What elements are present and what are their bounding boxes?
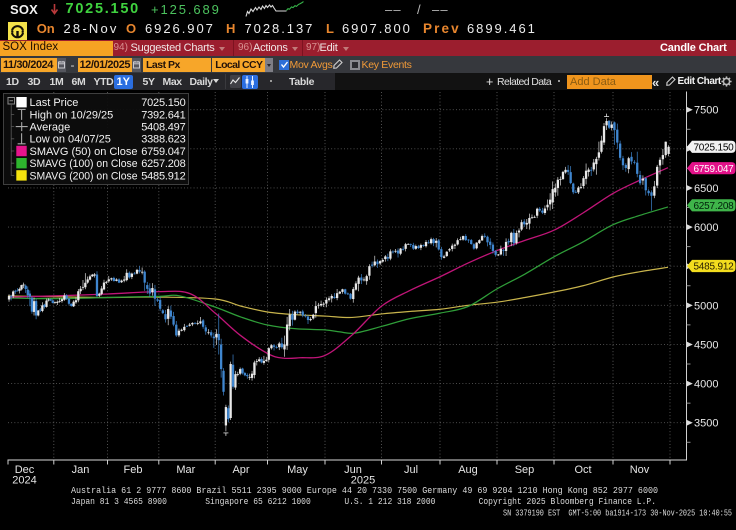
svg-text:6500: 6500 [694,183,718,195]
svg-text:Feb: Feb [124,464,143,476]
svg-text:SN 3379190 EST GMT-5:00 ba191: SN 3379190 EST GMT-5:00 ba1914-173 30-No… [503,508,732,518]
svg-text:Australia 61 2 9777 8600 Brazi: Australia 61 2 9777 8600 Brazil 5511 239… [71,486,658,496]
svg-text:4000: 4000 [694,379,718,391]
svg-text:Average: Average [30,122,71,134]
svg-text:6257.208: 6257.208 [141,158,185,170]
svg-text:SMAVG (200) on Close: SMAVG (200) on Close [30,170,138,182]
svg-text:SMAVG (50) on Close: SMAVG (50) on Close [30,146,138,158]
svg-text:Mar: Mar [176,464,195,476]
svg-text:6759.047: 6759.047 [693,164,734,175]
svg-text:Sep: Sep [515,464,535,476]
svg-text:Low on 04/07/25: Low on 04/07/25 [30,134,111,146]
svg-text:3500: 3500 [694,418,718,430]
svg-text:Jul: Jul [404,464,418,476]
svg-text:May: May [287,464,308,476]
svg-text:3388.623: 3388.623 [141,134,185,146]
svg-text:Apr: Apr [232,464,249,476]
svg-text:2025: 2025 [351,475,375,487]
svg-text:7500: 7500 [694,105,718,117]
svg-text:7025.150: 7025.150 [141,97,185,109]
svg-text:6000: 6000 [694,222,718,234]
svg-text:Dec: Dec [15,464,35,476]
svg-text:5000: 5000 [694,300,718,312]
svg-text:High on 10/29/25: High on 10/29/25 [30,109,114,121]
svg-text:4500: 4500 [694,339,718,351]
svg-text:7025.150: 7025.150 [693,142,734,153]
svg-text:Japan 81 3 4565 8900 Si: Japan 81 3 4565 8900 Singapore 65 6212 1… [71,497,656,507]
svg-text:Aug: Aug [458,464,478,476]
svg-text:2024: 2024 [12,475,36,487]
svg-text:5485.912: 5485.912 [693,262,734,273]
svg-text:Oct: Oct [574,464,591,476]
svg-text:6257.208: 6257.208 [693,201,734,212]
svg-text:Jun: Jun [344,464,362,476]
svg-text:7392.641: 7392.641 [141,109,185,121]
svg-text:SMAVG (100) on Close: SMAVG (100) on Close [30,158,138,170]
svg-text:Jan: Jan [72,464,90,476]
svg-text:Nov: Nov [630,464,650,476]
svg-text:Last Price: Last Price [30,97,79,109]
svg-text:6759.047: 6759.047 [141,146,185,158]
svg-text:5485.912: 5485.912 [141,170,185,182]
svg-text:5408.497: 5408.497 [141,122,185,134]
